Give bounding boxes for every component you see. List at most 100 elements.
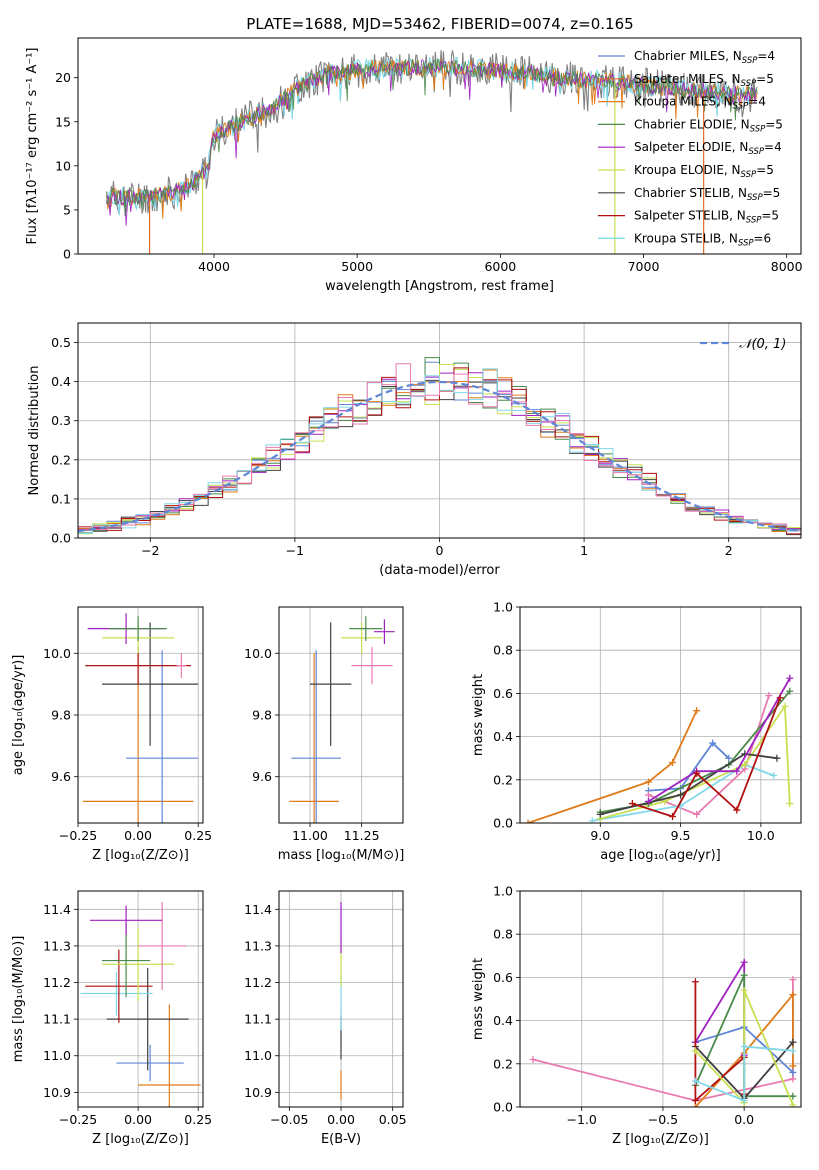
y-axis-label: Flux [fλ10⁻¹⁷ erg cm⁻² s⁻¹ A⁻¹]	[25, 48, 40, 245]
x-axis-label: E(B-V)	[321, 1132, 361, 1147]
weight-line	[648, 695, 770, 816]
y-tick-label: 10	[55, 158, 71, 173]
ticks: −0.25 0.00 0.25 9.6 9.8 10.0	[43, 646, 212, 843]
axes-frame	[77, 37, 802, 255]
weight-marker	[786, 687, 794, 695]
gaussian-curve	[78, 380, 801, 533]
x-tick-label: 5000	[341, 259, 373, 274]
legend-label-tail: =6	[754, 231, 772, 245]
weight-line	[648, 741, 730, 792]
legend-label-text: Salpeter STELIB, N	[634, 209, 746, 223]
y-tick-label: 10.0	[43, 646, 71, 661]
y-tick-label: 0.0	[51, 531, 71, 546]
grid	[520, 890, 801, 1108]
error-point	[351, 647, 393, 685]
weight-line	[695, 1045, 793, 1102]
weight-marker	[588, 817, 596, 823]
y-tick-label: 0.6	[493, 686, 513, 701]
error-point	[106, 967, 189, 1071]
ticks: −0.25 0.00 0.25 10.9 11.0 11.1 11.2 11.3 11.4	[43, 902, 212, 1127]
y-tick-label: 1.0	[493, 600, 513, 615]
legend-label-text: Salpeter MILES, N	[634, 72, 741, 86]
x-tick-label: 0.25	[184, 1112, 212, 1127]
weight-marker	[725, 754, 733, 762]
error-point	[90, 905, 163, 935]
plot-area	[78, 357, 801, 537]
legend-label-tail: =5	[756, 163, 774, 177]
axes-frame	[77, 606, 204, 824]
y-tick-label: 0.2	[51, 452, 71, 467]
legend-label-sub: SSP	[742, 56, 758, 66]
legend-label-sub: SSP	[748, 147, 764, 157]
x-tick-label: 6000	[484, 259, 516, 274]
weight-marker	[644, 791, 652, 799]
weight-marker	[789, 976, 797, 984]
weight-marker	[669, 759, 677, 767]
weight-marker	[693, 769, 701, 777]
legend-label: 𝒩(0, 1)	[739, 337, 786, 352]
weight-series	[524, 707, 701, 823]
error-point	[138, 901, 187, 990]
plot-area	[80, 901, 201, 1107]
x-tick-label: 8000	[771, 259, 803, 274]
x-axis-label: wavelength [Angstrom, rest frame]	[325, 279, 554, 294]
weight-line	[527, 710, 698, 823]
legend-label: Chabrier ELODIE, NSSP=5	[634, 117, 783, 134]
x-tick-label: 7000	[628, 259, 660, 274]
legend-label-text: Kroupa ELODIE, N	[634, 163, 741, 177]
y-tick-label: 0.0	[493, 1100, 513, 1115]
error-point	[126, 650, 199, 823]
error-point	[102, 622, 199, 746]
x-tick-label: 9.5	[671, 828, 691, 843]
weight-marker	[740, 971, 748, 979]
x-tick-label: −0.5	[648, 1112, 678, 1127]
error-point	[102, 923, 151, 998]
error-point	[80, 971, 153, 1016]
error-point	[82, 653, 194, 823]
x-tick-label: −1.0	[567, 1112, 597, 1127]
panel-z-weight: −1.0 −0.5 0.0 0.0 0.2 0.4 0.6 0.8 1.0 Z [log₁₀(Z/…	[471, 884, 802, 1147]
panel-spectrum: 4000 5000 6000 7000 8000 0 5 10 15 20 wavelength […	[25, 37, 803, 294]
weight-marker	[733, 806, 741, 814]
weight-marker	[596, 810, 604, 818]
weight-marker	[789, 1047, 797, 1055]
y-tick-label: 15	[55, 114, 71, 129]
x-tick-label: 2	[725, 543, 733, 558]
panel-mass-age: 11.00 11.25 9.6 9.8 10.0 mass [log₁₀(M/M⊙)]	[244, 606, 404, 863]
axes-frame	[278, 606, 404, 824]
x-tick-label: 0.00	[124, 1112, 152, 1127]
x-tick-label: 0	[436, 543, 444, 558]
y-tick-label: 11.3	[43, 938, 71, 953]
weight-line	[592, 763, 775, 822]
legend-label-tail: =5	[761, 209, 779, 223]
y-tick-label: 11.4	[43, 902, 71, 917]
x-tick-label: 1	[580, 543, 588, 558]
error-point	[341, 622, 383, 654]
y-tick-label: 0.3	[51, 413, 71, 428]
weight-marker	[789, 1075, 797, 1083]
weight-marker	[529, 1055, 537, 1063]
x-tick-label: 0.25	[184, 828, 212, 843]
x-tick-label: −0.05	[270, 1112, 308, 1127]
axes-frame	[519, 606, 802, 824]
ticks: 4000 5000 6000 7000 8000 0 5 10 15 20	[55, 70, 803, 274]
weight-series	[691, 1043, 797, 1105]
weight-marker	[691, 1097, 699, 1105]
y-tick-label: 1.0	[493, 884, 513, 899]
legend-label: Salpeter STELIB, NSSP=5	[634, 209, 779, 226]
legend-label-text: Chabrier ELODIE, N	[634, 117, 750, 131]
y-tick-label: 0.4	[493, 1013, 513, 1028]
plot-area	[106, 50, 758, 254]
legend-label-tail: =4	[748, 95, 766, 109]
y-axis-label: mass weight	[471, 958, 486, 1040]
x-axis-label: age [log₁₀(age/yr)]	[600, 848, 721, 863]
y-tick-label: 10.0	[244, 646, 272, 661]
legend-label-tail: =4	[757, 49, 775, 63]
weight-line	[600, 703, 791, 820]
error-point	[138, 1004, 201, 1107]
weight-line	[600, 690, 791, 814]
weight-series	[596, 750, 781, 818]
y-tick-label: 5	[63, 202, 71, 217]
legend-label-tail: =5	[763, 186, 781, 200]
